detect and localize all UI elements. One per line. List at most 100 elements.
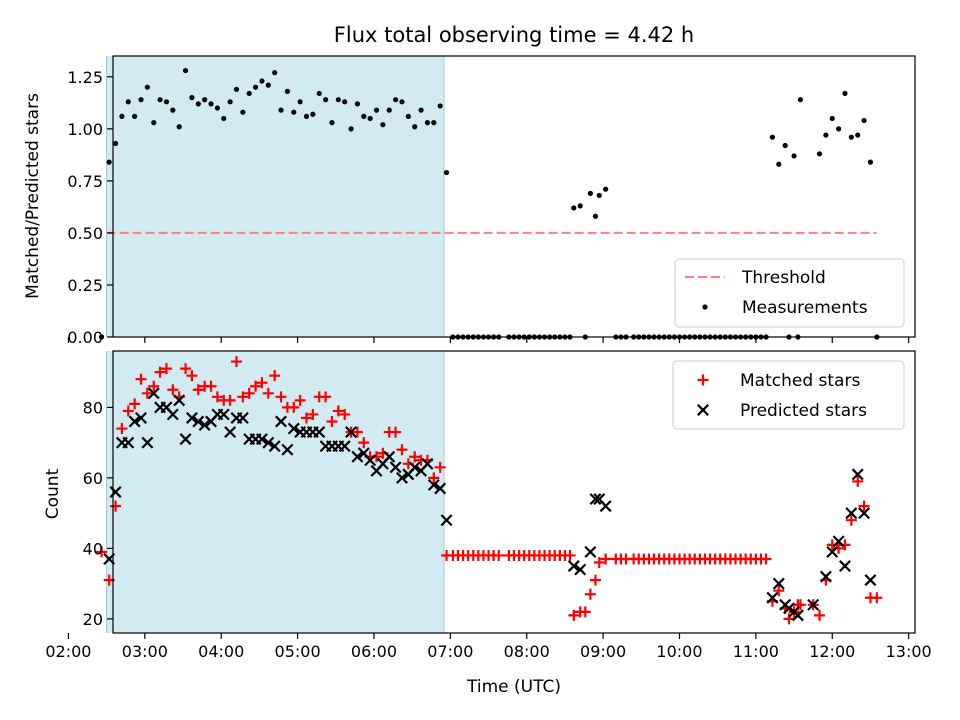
measurement-point bbox=[399, 99, 405, 105]
measurement-point bbox=[855, 132, 861, 138]
measurement-point bbox=[125, 99, 131, 105]
measurement-point bbox=[769, 134, 776, 140]
measurement-point bbox=[98, 334, 105, 340]
predicted-star-point bbox=[224, 426, 237, 439]
predicted-star-point bbox=[864, 574, 877, 587]
matched-star-point bbox=[396, 444, 408, 456]
predicted-star-point bbox=[262, 436, 275, 449]
measurement-point bbox=[431, 120, 437, 126]
measurement-point bbox=[587, 190, 593, 196]
measurement-point bbox=[144, 84, 150, 90]
matched-star-point bbox=[186, 370, 198, 382]
measurement-point bbox=[214, 105, 220, 111]
predicted-star-point bbox=[345, 426, 358, 439]
matched-star-point bbox=[243, 387, 255, 399]
measurement-point bbox=[151, 120, 157, 126]
legend-predicted-label: Predicted stars bbox=[740, 401, 867, 421]
matched-star-point bbox=[428, 472, 440, 484]
matched-star-point bbox=[205, 380, 217, 392]
predicted-star-point bbox=[383, 450, 396, 463]
y-tick-label: 0.25 bbox=[67, 276, 103, 295]
measurement-point bbox=[443, 169, 450, 176]
y-tick-label: 20 bbox=[83, 610, 103, 629]
predicted-star-point bbox=[421, 457, 434, 470]
measurement-point bbox=[577, 203, 583, 209]
x-tick-label: 05:00 bbox=[275, 642, 321, 661]
matched-star-point bbox=[351, 426, 363, 438]
matched-star-point bbox=[493, 549, 505, 561]
predicted-star-point bbox=[434, 482, 447, 495]
x-tick-label: 12:00 bbox=[809, 642, 855, 661]
predicted-star-point bbox=[766, 591, 779, 604]
matched-star-point bbox=[332, 405, 344, 417]
predicted-star-point bbox=[236, 411, 249, 424]
y-tick-label: 60 bbox=[83, 469, 103, 488]
legend-matched-label: Matched stars bbox=[740, 371, 860, 391]
matched-star-point bbox=[589, 574, 601, 586]
matched-star-point bbox=[262, 387, 274, 399]
x-axis-label: Time (UTC) bbox=[466, 677, 561, 697]
matched-star-point bbox=[250, 380, 262, 392]
legend: Threshold Measurements bbox=[674, 258, 905, 328]
measurement-point bbox=[782, 142, 788, 149]
predicted-star-point bbox=[839, 560, 851, 573]
measurement-point bbox=[571, 205, 577, 211]
measurement-point bbox=[106, 159, 112, 165]
predicted-star-point bbox=[599, 500, 612, 513]
matched-star-point bbox=[845, 514, 857, 526]
measurement-point bbox=[348, 126, 354, 132]
measurement-point bbox=[163, 99, 170, 105]
measurement-point bbox=[380, 122, 386, 128]
matched-star-point bbox=[568, 609, 580, 621]
predicted-star-point bbox=[122, 436, 135, 449]
matched-star-point bbox=[339, 408, 351, 420]
matched-star-point bbox=[96, 546, 108, 558]
measurement-point bbox=[842, 90, 848, 97]
predicted-star-point bbox=[147, 387, 160, 400]
y-tick-label: 80 bbox=[83, 398, 103, 417]
matched-star-point bbox=[600, 553, 612, 565]
measurement-point bbox=[119, 113, 125, 119]
measurement-point bbox=[592, 213, 599, 219]
predicted-star-point bbox=[128, 415, 141, 428]
y-tick-label: 0.75 bbox=[67, 172, 103, 191]
measurement-point bbox=[361, 113, 367, 119]
measurement-point bbox=[233, 86, 240, 92]
matched-star-point bbox=[307, 408, 319, 420]
matched-star-point bbox=[192, 384, 204, 396]
matched-star-point bbox=[237, 391, 249, 403]
shaded-interval bbox=[106, 56, 444, 337]
predicted-star-point bbox=[845, 507, 858, 520]
measurement-point bbox=[412, 124, 418, 130]
matched-star-point bbox=[390, 426, 402, 438]
x-tick-label: 08:00 bbox=[504, 642, 550, 661]
x-tick-label: 11:00 bbox=[733, 642, 779, 661]
measurement-point bbox=[335, 97, 341, 103]
predicted-star-point bbox=[408, 461, 421, 474]
matched-star-point bbox=[148, 380, 160, 392]
matched-star-point bbox=[593, 557, 605, 568]
measurement-point bbox=[310, 111, 316, 117]
measurement-point bbox=[776, 161, 782, 167]
predicted-star-point bbox=[338, 440, 351, 453]
predicted-star-point bbox=[858, 507, 871, 520]
measurement-point bbox=[405, 113, 411, 119]
predicted-star-point bbox=[589, 493, 602, 506]
matched-star-point bbox=[116, 423, 128, 435]
matched-star-point bbox=[129, 398, 141, 410]
matched-star-point bbox=[122, 405, 134, 417]
predicted-star-point bbox=[791, 609, 804, 622]
measurement-point bbox=[176, 124, 182, 130]
legend-box bbox=[672, 360, 905, 430]
measurement-point bbox=[272, 70, 278, 76]
predicted-star-point bbox=[173, 394, 186, 407]
predicted-star-point bbox=[574, 563, 587, 576]
y-tick-label: 1.00 bbox=[67, 120, 103, 139]
measurement-point bbox=[303, 113, 310, 119]
measurement-point bbox=[221, 115, 227, 122]
matched-star-point bbox=[579, 606, 591, 618]
measurement-point bbox=[297, 99, 303, 105]
measurement-point bbox=[170, 107, 176, 113]
measurement-point bbox=[437, 103, 443, 109]
matched-star-point bbox=[760, 553, 772, 565]
